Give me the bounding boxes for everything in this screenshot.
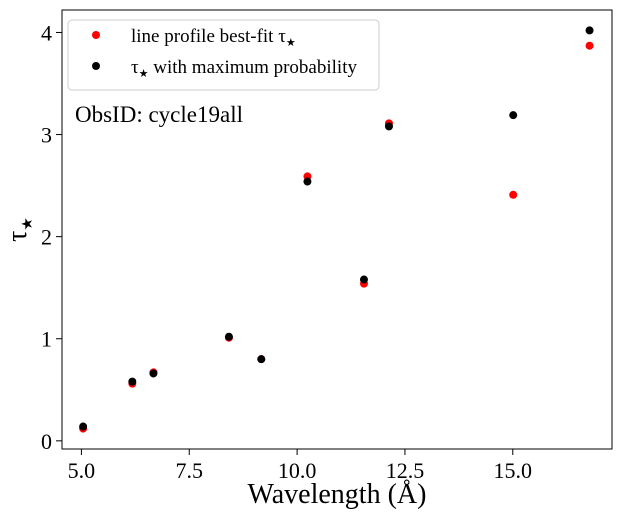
obsid-annotation: ObsID: cycle19all: [75, 102, 243, 127]
y-axis-label-sub: ★: [20, 217, 36, 230]
x-axis-ticks: 5.0 7.5 10.0 12.5 15.0: [68, 449, 532, 483]
point-max-probability: [359, 275, 368, 284]
legend-label-suffix: with maximum probability: [149, 57, 358, 78]
y-tick-label: 0: [41, 429, 52, 454]
y-tick-label: 1: [41, 327, 52, 352]
legend-label-max-probability: τ★ with maximum probability: [131, 57, 357, 80]
point-max-probability: [79, 422, 88, 431]
point-max-probability: [384, 122, 393, 131]
point-max-probability: [509, 111, 518, 120]
point-best-fit: [509, 190, 518, 199]
y-axis-label-main: τ: [2, 231, 33, 242]
legend-label-text: line profile best-fit τ: [131, 26, 286, 47]
y-axis-label: τ★: [2, 217, 36, 242]
legend-label-text: τ: [131, 57, 139, 78]
x-tick-label: 12.5: [386, 458, 425, 483]
legend: line profile best-fit τ★τ★ with maximum …: [67, 19, 380, 91]
x-tick-label: 15.0: [494, 458, 533, 483]
y-axis-ticks: 0 1 2 3 4: [41, 20, 62, 454]
legend-label-subscript: ★: [286, 37, 296, 49]
legend-label-best-fit: line profile best-fit τ★: [131, 26, 296, 49]
data-points: [79, 26, 594, 433]
legend-label-subscript: ★: [139, 68, 149, 80]
point-best-fit: [585, 41, 594, 50]
point-max-probability: [128, 377, 137, 386]
point-max-probability: [224, 332, 233, 341]
y-tick-label: 3: [41, 123, 52, 148]
x-tick-label: 7.5: [176, 458, 204, 483]
x-tick-label: 5.0: [68, 458, 96, 483]
legend-marker-best-fit: [92, 31, 100, 39]
legend-box: [67, 19, 380, 91]
plot-frame: [61, 9, 613, 450]
point-max-probability: [303, 177, 312, 186]
point-max-probability: [149, 369, 158, 378]
legend-marker-max-probability: [92, 62, 100, 70]
point-max-probability: [257, 355, 266, 364]
x-tick-label: 10.0: [278, 458, 317, 483]
point-max-probability: [585, 26, 594, 35]
y-tick-label: 2: [41, 225, 52, 250]
y-tick-label: 4: [41, 20, 52, 45]
x-axis-label: Wavelength (Å): [248, 479, 427, 510]
